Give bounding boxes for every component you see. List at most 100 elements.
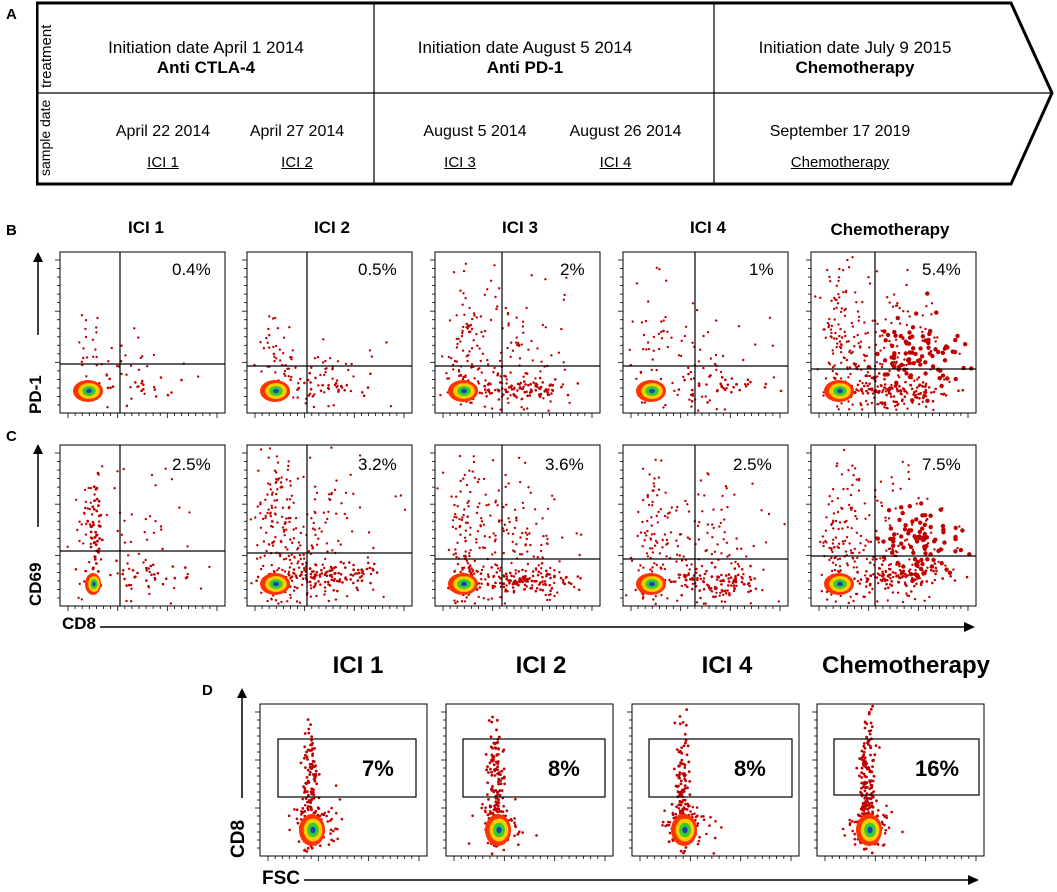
event-dot — [901, 830, 904, 834]
event-dot — [113, 487, 116, 490]
plot-c-4 — [618, 444, 789, 611]
event-dot — [706, 531, 709, 535]
event-dot — [833, 546, 836, 549]
event-dot — [695, 806, 699, 809]
event-dot — [483, 405, 487, 408]
event-dot — [625, 594, 628, 597]
event-dot — [323, 811, 327, 815]
event-dot — [903, 351, 908, 356]
event-dot — [916, 378, 919, 381]
event-dot — [922, 395, 926, 399]
pct-b-2: 0.5% — [358, 260, 397, 279]
event-dot — [884, 569, 887, 573]
event-dot — [696, 822, 700, 825]
event-dot — [106, 406, 109, 409]
event-dot — [868, 732, 872, 736]
event-dot — [494, 800, 498, 804]
event-dot — [526, 580, 529, 583]
event-dot — [302, 557, 306, 560]
event-dot — [684, 578, 688, 582]
event-dot — [90, 513, 94, 516]
event-dot — [535, 834, 538, 837]
event-dot — [680, 746, 684, 749]
event-dot — [463, 600, 467, 603]
event-dot — [917, 376, 921, 379]
event-dot — [696, 842, 700, 846]
event-dot — [931, 557, 936, 563]
event-dot — [312, 793, 316, 797]
event-dot — [880, 501, 883, 504]
event-dot — [494, 746, 497, 750]
plot-b-4 — [618, 251, 789, 418]
event-dot — [499, 581, 502, 585]
event-dot — [896, 374, 900, 377]
event-dot — [289, 378, 292, 381]
density-contour-core — [649, 388, 655, 394]
event-dot — [481, 803, 484, 806]
cd69-axis-arrow — [33, 444, 43, 527]
event-dot — [95, 326, 98, 329]
event-dot — [929, 564, 935, 569]
event-dot — [719, 521, 722, 525]
event-dot — [297, 560, 300, 563]
event-dot — [259, 448, 263, 451]
event-dot — [871, 759, 875, 763]
event-dot — [488, 805, 492, 809]
event-dot — [313, 510, 316, 514]
event-dot — [275, 344, 278, 348]
event-dot — [938, 507, 943, 512]
event-dot — [843, 448, 846, 452]
event-dot — [836, 570, 840, 573]
event-dot — [961, 388, 965, 392]
event-dot — [290, 541, 294, 544]
event-dot — [184, 576, 188, 580]
event-dot — [479, 315, 483, 318]
event-dot — [489, 382, 492, 386]
event-dot — [292, 568, 296, 571]
event-dot — [904, 340, 909, 346]
event-dot — [365, 567, 369, 571]
event-dot — [716, 543, 719, 546]
event-dot — [360, 569, 364, 572]
event-dot — [940, 373, 946, 378]
event-dot — [882, 843, 886, 846]
event-dot — [746, 378, 750, 382]
event-dot — [846, 258, 849, 262]
event-dot — [864, 804, 868, 808]
event-dot — [294, 516, 298, 520]
event-dot — [883, 377, 886, 381]
event-dot — [933, 548, 936, 551]
treatment-2-initiation: Initiation date August 5 2014 — [417, 38, 633, 57]
event-dot — [952, 568, 955, 571]
event-dot — [926, 345, 931, 350]
event-dot — [319, 373, 322, 377]
event-dot — [674, 812, 678, 816]
event-dot — [654, 602, 657, 606]
treatment-3-initiation: Initiation date July 9 2015 — [758, 38, 952, 57]
event-dot — [864, 332, 867, 335]
event-dot — [685, 753, 689, 757]
event-dot — [679, 354, 683, 358]
event-dot — [863, 726, 867, 730]
event-dot — [883, 346, 886, 350]
event-dot — [923, 371, 928, 376]
event-dot — [885, 804, 888, 808]
event-dot — [493, 806, 497, 810]
event-dot — [684, 773, 687, 777]
event-dot — [840, 336, 844, 339]
event-dot — [309, 387, 313, 391]
event-dot — [329, 498, 332, 502]
event-dot — [720, 508, 723, 511]
event-dot — [876, 385, 879, 388]
event-dot — [650, 516, 653, 519]
event-dot — [698, 589, 701, 592]
event-dot — [465, 596, 468, 599]
event-dot — [274, 316, 277, 320]
event-dot — [895, 304, 899, 307]
event-dot — [334, 381, 338, 385]
event-dot — [356, 579, 360, 582]
event-dot — [531, 584, 534, 587]
event-dot — [864, 763, 868, 766]
event-dot — [895, 315, 900, 321]
event-dot — [892, 532, 897, 537]
